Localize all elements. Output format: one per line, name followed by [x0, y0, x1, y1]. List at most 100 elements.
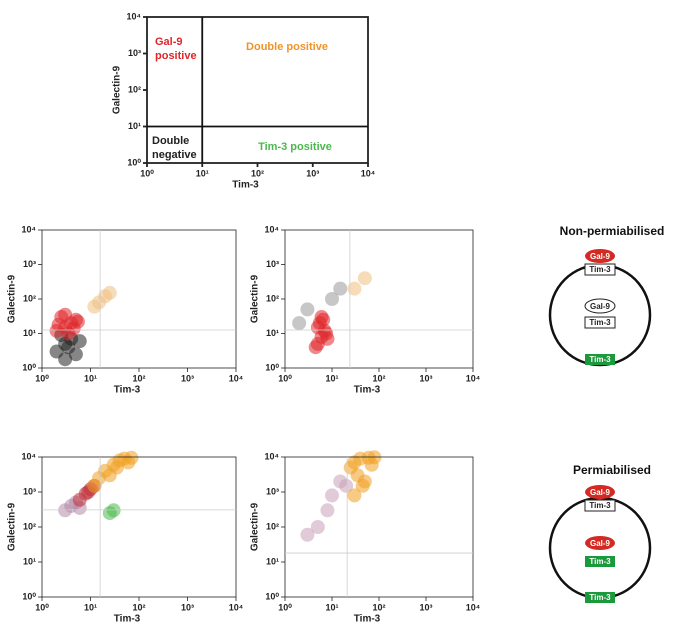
x-tick-label: 10⁰	[35, 373, 49, 383]
y-tick-label: 10¹	[23, 328, 36, 338]
x-tick-label: 10³	[181, 373, 194, 383]
x-tick-label: 10⁴	[466, 602, 480, 612]
gal9-pill	[585, 485, 615, 499]
x-tick-label: 10⁴	[229, 373, 243, 383]
y-tick-label: 10³	[128, 48, 141, 58]
x-axis-label: Tim-3	[354, 614, 381, 625]
y-tick-label: 10¹	[266, 328, 279, 338]
point	[357, 271, 372, 286]
chart: 10⁰ 10¹ 10² 10³ 10⁴ 10⁰ 10¹ 10² 10³ 10⁴ Tim-3 Galec…	[7, 224, 244, 395]
y-tick-label: 10⁰	[22, 591, 36, 601]
y-tick-label: 10⁴	[22, 224, 36, 234]
y-tick-label: 10⁰	[265, 591, 279, 601]
x-axis-label: Tim-3	[114, 385, 141, 396]
pill-label: Tim-3	[589, 265, 611, 274]
tim3-box	[584, 263, 616, 276]
y-axis-label: Galectin-9	[250, 274, 261, 323]
y-tick-label: 10²	[23, 293, 36, 303]
y-tick-label: 10³	[23, 486, 36, 496]
quadrant-label: negative	[152, 149, 197, 161]
y-tick-label: 10²	[128, 84, 141, 94]
chart: 10⁰ 10¹ 10² 10³ 10⁴ 10⁰ 10¹ 10² 10³ 10⁴ Tim-3 Galec…	[112, 11, 376, 190]
point	[61, 340, 76, 355]
diagram-title: Non-permiabilised	[560, 224, 665, 238]
point	[121, 455, 136, 470]
gal9-pill	[585, 536, 615, 550]
y-axis-label: Galectin-9	[250, 502, 261, 551]
y-tick-label: 10⁴	[22, 451, 36, 461]
x-axis-label: Tim-3	[232, 180, 259, 191]
point	[310, 520, 325, 534]
point	[347, 488, 362, 503]
point	[106, 503, 121, 518]
point	[347, 281, 362, 296]
x-tick-label: 10³	[419, 373, 432, 383]
y-tick-label: 10³	[266, 259, 279, 269]
point	[72, 334, 87, 349]
point	[325, 292, 339, 306]
y-tick-label: 10³	[266, 486, 279, 496]
point	[339, 478, 354, 493]
y-axis-label: Galectin-9	[7, 274, 18, 323]
gal9-pill	[584, 298, 616, 314]
pill-label: Tim-3	[589, 593, 611, 602]
quadrant-label: Gal-9	[155, 36, 183, 48]
pill-label: Gal-9	[590, 488, 611, 497]
y-tick-label: 10⁰	[22, 362, 36, 372]
y-tick-label: 10¹	[128, 121, 141, 131]
tim3-box	[585, 592, 615, 603]
x-tick-label: 10³	[181, 602, 194, 612]
point	[320, 331, 335, 346]
x-tick-label: 10⁰	[35, 602, 49, 612]
y-tick-label: 10⁰	[127, 157, 141, 167]
x-tick-label: 10⁴	[361, 168, 375, 178]
y-axis-label: Galectin-9	[7, 502, 18, 551]
point	[310, 320, 325, 335]
x-tick-label: 10¹	[325, 373, 338, 383]
y-tick-label: 10⁰	[265, 362, 279, 372]
x-tick-label: 10²	[372, 602, 385, 612]
x-tick-label: 10¹	[84, 602, 97, 612]
y-tick-label: 10⁴	[265, 451, 279, 461]
x-axis-label: Tim-3	[114, 614, 141, 625]
plot-frame	[41, 456, 237, 598]
point	[325, 488, 339, 503]
x-tick-label: 10⁰	[140, 168, 154, 178]
x-tick-label: 10⁰	[278, 602, 292, 612]
diagram-title: Permiabilised	[573, 463, 651, 477]
quadrant-label: Double	[152, 135, 189, 147]
point	[292, 316, 307, 331]
y-tick-label: 10²	[266, 293, 279, 303]
pill-label: Tim-3	[589, 318, 611, 327]
y-tick-label: 10¹	[23, 556, 36, 566]
point	[333, 281, 348, 296]
x-tick-label: 10²	[372, 373, 385, 383]
tim3-box	[584, 499, 616, 512]
diagram: Permiabilised Gal-9 Tim-3 Gal-9 Tim-3 Ti…	[548, 463, 652, 603]
tim3-box	[584, 316, 616, 329]
pill-label: Tim-3	[589, 557, 611, 566]
x-tick-label: 10⁰	[278, 373, 292, 383]
y-tick-label: 10¹	[266, 556, 279, 566]
x-tick-label: 10³	[419, 602, 432, 612]
tim3-box	[585, 556, 615, 567]
x-tick-label: 10¹	[84, 373, 97, 383]
pill-label: Tim-3	[589, 501, 611, 510]
gal9-pill	[585, 249, 615, 263]
point	[58, 352, 73, 367]
point	[300, 527, 315, 542]
chart: 10⁰ 10¹ 10² 10³ 10⁴ 10⁰ 10¹ 10² 10³ 10⁴ Tim-3 Galec…	[250, 224, 481, 395]
pill-label: Gal-9	[590, 539, 611, 548]
quadrant-label: Tim-3 positive	[258, 141, 332, 153]
point	[70, 314, 85, 329]
y-tick-label: 10³	[23, 259, 36, 269]
point	[58, 307, 73, 322]
point	[364, 457, 379, 472]
x-axis-label: Tim-3	[354, 385, 381, 396]
x-tick-label: 10²	[251, 168, 264, 178]
point	[87, 299, 102, 314]
point	[308, 340, 323, 355]
y-tick-label: 10²	[266, 521, 279, 531]
point	[51, 317, 66, 332]
